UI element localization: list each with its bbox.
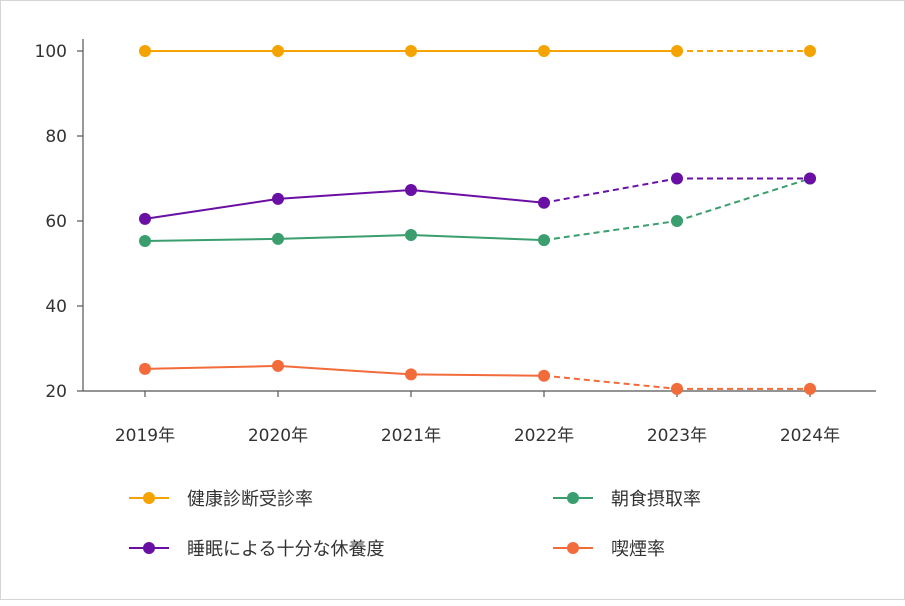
data-point (804, 382, 816, 395)
y-tick-label: 60 (45, 212, 67, 232)
x-tick-label: 2024年 (780, 426, 840, 446)
series-3 (139, 359, 816, 395)
x-tick-label: 2020年 (248, 426, 308, 446)
y-tick-label: 20 (45, 382, 67, 402)
y-tick-label: 100 (35, 42, 67, 62)
series-segment (277, 188, 412, 200)
legend-label: 朝食摂取率 (611, 489, 701, 510)
x-tick-label: 2019年 (115, 426, 175, 446)
series-segment (277, 234, 412, 240)
data-point (804, 172, 816, 185)
legend-item: 喫煙率 (553, 539, 665, 560)
series-1 (139, 172, 816, 247)
data-point (272, 45, 284, 57)
legend-label: 喫煙率 (611, 539, 665, 560)
data-point (405, 229, 417, 242)
series-segment (410, 234, 545, 242)
series-2 (139, 172, 816, 225)
series-segment-dashed (543, 374, 678, 390)
x-tick-label: 2021年 (381, 426, 441, 446)
data-point (538, 45, 550, 57)
data-point (671, 172, 683, 185)
data-point (804, 45, 816, 57)
legend-marker (567, 492, 579, 504)
series-segment (144, 237, 279, 242)
data-point (538, 369, 550, 382)
data-point (405, 368, 417, 381)
data-point (405, 45, 417, 57)
series-segment (410, 188, 545, 204)
legend-label: 睡眠による十分な休養度 (187, 539, 384, 560)
series-segment (144, 197, 279, 220)
series-segment (277, 364, 412, 376)
series-segment (410, 373, 545, 377)
x-tick-label: 2023年 (647, 426, 707, 446)
series-segment-dashed (543, 220, 678, 242)
x-tick-label: 2022年 (514, 426, 574, 446)
data-point (272, 359, 284, 372)
data-point (139, 45, 151, 57)
data-point (139, 212, 151, 225)
data-point (671, 215, 683, 227)
series-0 (139, 45, 816, 57)
series-layer (139, 45, 816, 395)
series-segment (144, 364, 279, 370)
series-segment-dashed (676, 177, 811, 222)
legend-marker (143, 492, 155, 504)
data-point (538, 196, 550, 209)
data-point (671, 45, 683, 57)
data-point (405, 183, 417, 196)
y-tick-label: 40 (45, 297, 67, 317)
axes (82, 39, 876, 392)
data-point (538, 234, 550, 247)
legend-item: 健康診断受診率 (129, 489, 313, 510)
data-point (272, 192, 284, 205)
legend-marker (567, 542, 579, 554)
y-ticks: 20 40 60 80 100 (35, 42, 83, 402)
y-tick-label: 80 (45, 127, 67, 147)
legend-marker (143, 542, 155, 554)
legend-item: 朝食摂取率 (553, 489, 701, 510)
legend-label: 健康診断受診率 (187, 489, 313, 510)
data-point (139, 234, 151, 247)
data-point (139, 362, 151, 375)
x-ticks: 2019年 2020年 2021年 2022年 2023年 2024年 (115, 391, 840, 446)
series-segment-dashed (543, 177, 678, 204)
data-point (671, 382, 683, 395)
data-point (272, 232, 284, 245)
legend-item: 睡眠による十分な休養度 (129, 539, 384, 560)
